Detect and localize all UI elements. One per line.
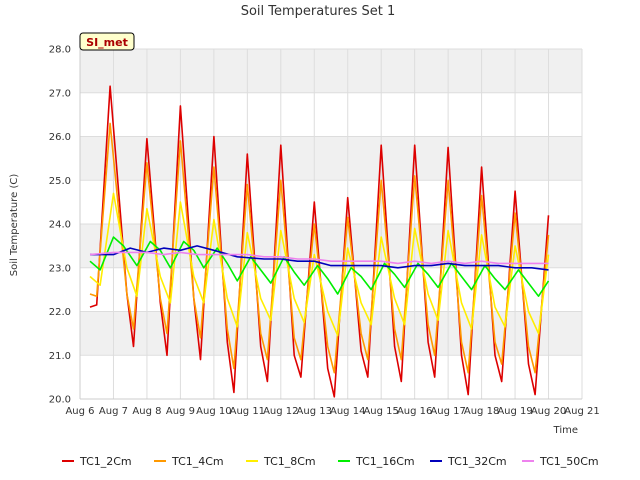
y-tick-label: 24.0	[49, 220, 71, 231]
x-tick-label: Aug 12	[263, 406, 298, 417]
legend-label-tc1-16cm: TC1_16Cm	[355, 455, 415, 468]
y-tick-label: 25.0	[49, 176, 71, 187]
y-tick-label: 22.0	[49, 307, 71, 318]
x-tick-label: Aug 9	[166, 406, 195, 417]
series-lines	[89, 85, 550, 398]
x-tick-label: Aug 7	[99, 406, 128, 417]
y-axis-title: Soil Temperature (C)	[9, 174, 20, 277]
legend-label-tc1-4cm: TC1_4Cm	[171, 455, 224, 468]
x-tick-label: Aug 14	[330, 406, 365, 417]
site-badge-label: SI_met	[86, 36, 128, 49]
legend-label-tc1-2cm: TC1_2Cm	[79, 455, 132, 468]
x-tick-label: Aug 13	[297, 406, 332, 417]
series-line-tc1-32cm	[90, 245, 549, 271]
legend-label-tc1-50cm: TC1_50Cm	[539, 455, 599, 468]
axes	[79, 49, 582, 400]
x-tick-label: Aug 11	[230, 406, 265, 417]
x-tick-label: Aug 19	[497, 406, 532, 417]
chart-title: Soil Temperatures Set 1	[241, 4, 396, 19]
x-tick-label: Aug 6	[65, 406, 94, 417]
site-badge: SI_met	[79, 32, 135, 51]
site-badge-box	[79, 32, 135, 51]
legend: TC1_2Cm TC1_4Cm TC1_8Cm TC1_16Cm TC1_32Cm TC1…	[62, 455, 599, 468]
x-tick-label: Aug 10	[196, 406, 231, 417]
x-tick-label: Aug 17	[430, 406, 465, 417]
series-line-tc1-16cm	[89, 236, 550, 298]
series-line-tc1-8cm	[89, 192, 550, 337]
y-tick-label: 21.0	[49, 351, 71, 362]
x-tick-label: Aug 18	[464, 406, 499, 417]
y-tick-label: 20.0	[49, 395, 71, 406]
x-axis-title: Time	[553, 425, 578, 436]
x-tick-label: Aug 8	[132, 406, 161, 417]
x-tick-label: Aug 20	[531, 406, 566, 417]
y-tick-label: 23.0	[49, 263, 71, 274]
legend-label-tc1-8cm: TC1_8Cm	[263, 455, 316, 468]
y-tick-label: 28.0	[49, 45, 71, 56]
y-tick-label: 27.0	[49, 88, 71, 99]
legend-label-tc1-32cm: TC1_32Cm	[447, 455, 507, 468]
y-tick-label: 26.0	[49, 132, 71, 143]
y-axis-ticks: 20.0 21.0 22.0 23.0 24.0 25.0 26.0 27.0 28.0	[49, 45, 71, 406]
background-band	[80, 49, 582, 93]
x-tick-label: Aug 21	[564, 406, 599, 417]
background-band	[80, 136, 582, 181]
series-line-tc1-50cm	[89, 251, 549, 265]
x-tick-label: Aug 16	[397, 406, 432, 417]
x-tick-label: Aug 15	[363, 406, 398, 417]
